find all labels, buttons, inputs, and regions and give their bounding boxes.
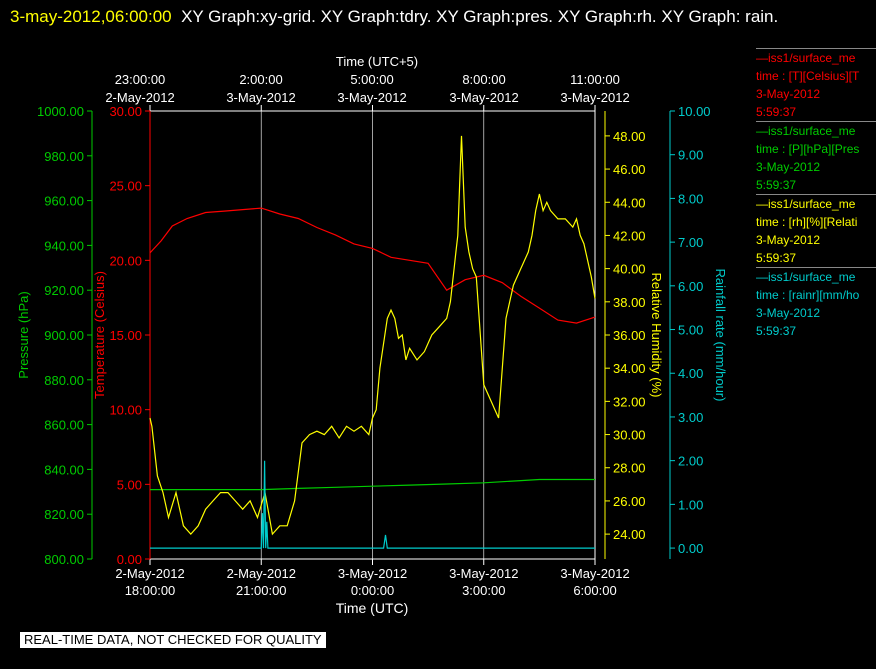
rain-tick-label: 3.00 [678,410,703,425]
legend-time: 5:59:37 [756,324,797,338]
legend-line1: time : [P][hPa][Pres [756,142,860,156]
rh-axis-label: Relative Humidity (%) [649,273,664,398]
x-tick-label: 3-May-2012 [449,566,518,581]
rain-tick-label: 9.00 [678,148,703,163]
x-axis-label: Time (UTC) [336,600,409,616]
x-tick-label: 21:00:00 [236,583,287,598]
rh-tick-label: 44.00 [613,195,646,210]
pres-tick-label: 960.00 [44,194,84,209]
pres-tick-label: 880.00 [44,373,84,388]
legend-name: —iss1/surface_me [756,51,856,65]
rain-tick-label: 8.00 [678,191,703,206]
x2-tick-label: 2:00:00 [239,72,282,87]
tdry-tick-label: 10.00 [109,403,142,418]
legend: —iss1/surface_me time : [T][Celsius][T 3-M… [756,48,876,340]
x-tick-label: 3-May-2012 [560,566,629,581]
rh-tick-label: 24.00 [613,527,646,542]
rain-tick-label: 6.00 [678,279,703,294]
legend-name: —iss1/surface_me [756,197,856,211]
rain-tick-label: 5.00 [678,323,703,338]
series-pres [150,478,595,491]
rain-tick-label: 1.00 [678,497,703,512]
rh-tick-label: 42.00 [613,228,646,243]
x-tick-label: 18:00:00 [125,583,176,598]
x2-tick-label: 3-May-2012 [226,90,295,105]
rh-tick-label: 46.00 [613,162,646,177]
x2-tick-label: 2-May-2012 [105,90,174,105]
rh-tick-label: 36.00 [613,328,646,343]
tdry-tick-label: 5.00 [117,477,142,492]
rh-tick-label: 48.00 [613,129,646,144]
x-tick-label: 6:00:00 [573,583,616,598]
legend-date: 3-May-2012 [756,160,821,174]
legend-time: 5:59:37 [756,105,797,119]
x-tick-label: 2-May-2012 [227,566,296,581]
rain-tick-label: 0.00 [678,541,703,556]
rh-tick-label: 34.00 [613,361,646,376]
pres-tick-label: 980.00 [44,149,84,164]
pres-tick-label: 840.00 [44,462,84,477]
x-tick-label: 2-May-2012 [115,566,184,581]
pres-tick-label: 1000.00 [37,104,84,119]
rain-axis-label: Rainfall rate (mm/hour) [713,269,728,402]
page-title: 3-may-2012,06:00:00 XY Graph:xy-grid. XY… [10,2,860,31]
tdry-axis-label: Temperature (Celsius) [92,271,107,399]
tdry-tick-label: 0.00 [117,552,142,567]
legend-line1: time : [rh][%][Relati [756,215,858,229]
legend-name: —iss1/surface_me [756,270,856,284]
x2-tick-label: 3-May-2012 [449,90,518,105]
legend-line1: time : [rainr][mm/ho [756,288,860,302]
legend-name: —iss1/surface_me [756,124,856,138]
rh-tick-label: 30.00 [613,428,646,443]
series-tdry [149,207,596,324]
title-graphs: XY Graph:xy-grid. XY Graph:tdry. XY Grap… [181,7,779,26]
x2-tick-label: 3-May-2012 [560,90,629,105]
pres-tick-label: 920.00 [44,283,84,298]
pres-tick-label: 860.00 [44,418,84,433]
legend-date: 3-May-2012 [756,233,821,247]
pres-tick-label: 900.00 [44,328,84,343]
x2-tick-label: 11:00:00 [570,72,620,87]
rh-tick-label: 40.00 [613,262,646,277]
x-tick-label: 3:00:00 [462,583,505,598]
rain-tick-label: 2.00 [678,454,703,469]
rain-tick-label: 7.00 [678,235,703,250]
tdry-tick-label: 15.00 [109,328,142,343]
pres-tick-label: 940.00 [44,238,84,253]
x-tick-label: 0:00:00 [351,583,394,598]
title-timestamp: 3-may-2012,06:00:00 [10,7,172,26]
rain-tick-label: 10.00 [678,104,711,119]
pres-tick-label: 820.00 [44,507,84,522]
legend-date: 3-May-2012 [756,87,821,101]
legend-date: 3-May-2012 [756,306,821,320]
rh-tick-label: 26.00 [613,494,646,509]
rh-tick-label: 28.00 [613,461,646,476]
x2-tick-label: 5:00:00 [350,72,393,87]
rain-tick-label: 4.00 [678,366,703,381]
x-tick-label: 3-May-2012 [338,566,407,581]
x2-tick-label: 3-May-2012 [337,90,406,105]
pres-tick-label: 800.00 [44,552,84,567]
rh-tick-label: 32.00 [613,394,646,409]
tdry-tick-label: 20.00 [109,253,142,268]
tdry-tick-label: 25.00 [109,179,142,194]
pres-axis-label: Pressure (hPa) [16,291,31,378]
x2-tick-label: 23:00:00 [115,72,166,87]
rh-tick-label: 38.00 [613,295,646,310]
quality-banner: REAL-TIME DATA, NOT CHECKED FOR QUALITY [20,632,326,648]
tdry-tick-label: 30.00 [109,104,142,119]
x2-tick-label: 8:00:00 [462,72,505,87]
legend-line1: time : [T][Celsius][T [756,69,860,83]
legend-time: 5:59:37 [756,178,797,192]
legend-time: 5:59:37 [756,251,797,265]
x2-axis-label: Time (UTC+5) [336,54,418,69]
series-rh [149,135,596,536]
series-rain [150,460,595,549]
